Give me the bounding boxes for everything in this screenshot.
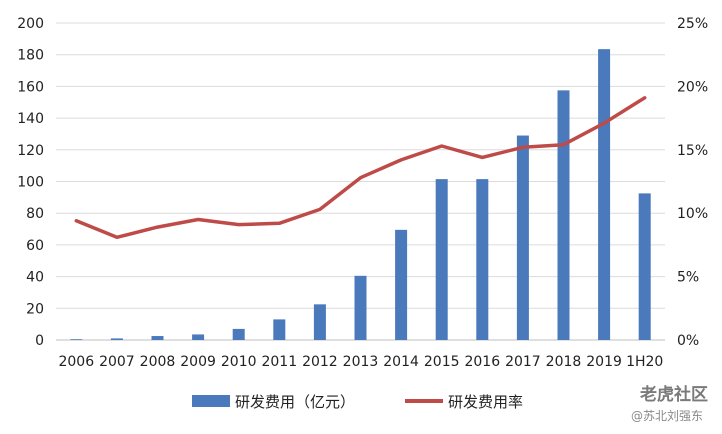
- bar: [354, 275, 367, 340]
- x-tick-label: 2009: [180, 354, 216, 370]
- left-tick-label: 20: [26, 301, 44, 317]
- x-tick-label: 2014: [383, 354, 419, 370]
- left-tick-label: 160: [17, 79, 44, 95]
- x-tick-label: 2017: [505, 354, 541, 370]
- line-path: [74, 96, 647, 240]
- x-tick-label: 2018: [546, 354, 582, 370]
- right-axis-ticks: 0% 5% 10% 15% 20% 25%: [677, 16, 708, 349]
- bar: [435, 179, 448, 340]
- left-tick-label: 80: [26, 206, 44, 222]
- right-tick-label: 25%: [677, 16, 708, 32]
- left-tick-label: 200: [17, 16, 44, 32]
- bar: [313, 304, 326, 340]
- left-tick-label: 180: [17, 48, 44, 64]
- left-tick-label: 40: [26, 270, 44, 286]
- left-tick-label: 60: [26, 238, 44, 254]
- legend: 研发费用（亿元） 研发费用率: [192, 393, 523, 411]
- x-tick-label: 2015: [424, 354, 460, 370]
- right-tick-label: 15%: [677, 143, 708, 159]
- left-axis-ticks: 0 20 40 60 80 100 120 140 160 180 200: [17, 16, 44, 349]
- right-tick-label: 0%: [677, 333, 699, 349]
- x-tick-label: 2008: [140, 354, 176, 370]
- bar-series: [70, 49, 651, 341]
- bar: [638, 193, 651, 340]
- legend-label-bar: 研发费用（亿元）: [235, 393, 355, 411]
- x-tick-label: 2013: [343, 354, 379, 370]
- x-tick-label: 1H20: [626, 354, 663, 370]
- right-tick-label: 20%: [677, 79, 708, 95]
- bar: [516, 135, 529, 340]
- x-tick-label: 2016: [464, 354, 500, 370]
- watermark-author: @苏北刘强东: [631, 409, 703, 423]
- right-tick-label: 5%: [677, 270, 699, 286]
- gridlines: [56, 22, 665, 341]
- left-tick-label: 100: [17, 175, 44, 191]
- left-tick-label: 0: [35, 333, 44, 349]
- legend-label-line: 研发费用率: [448, 393, 523, 411]
- x-tick-label: 2012: [302, 354, 338, 370]
- bar: [151, 336, 164, 340]
- bar: [273, 319, 286, 340]
- x-tick-label: 2007: [99, 354, 135, 370]
- bar: [70, 339, 83, 340]
- bar: [598, 49, 611, 341]
- bar: [395, 229, 408, 340]
- bar: [557, 90, 570, 340]
- bar: [476, 179, 489, 340]
- bar: [232, 328, 245, 340]
- x-axis-ticks: 2006 2007 2008 2009 2010 2011 2012 2013 2014 2015…: [58, 354, 663, 370]
- legend-swatch-bar: [192, 395, 230, 407]
- x-tick-label: 2011: [261, 354, 297, 370]
- left-tick-label: 140: [17, 111, 44, 127]
- x-tick-label: 2006: [58, 354, 94, 370]
- x-tick-label: 2019: [586, 354, 622, 370]
- watermark: 老虎社区 @苏北刘强东: [631, 384, 708, 423]
- watermark-brand: 老虎社区: [639, 384, 708, 405]
- bar: [110, 338, 123, 340]
- x-tick-label: 2010: [221, 354, 257, 370]
- bar: [192, 334, 205, 340]
- left-tick-label: 120: [17, 143, 44, 159]
- line-series: [74, 96, 647, 240]
- right-tick-label: 10%: [677, 206, 708, 222]
